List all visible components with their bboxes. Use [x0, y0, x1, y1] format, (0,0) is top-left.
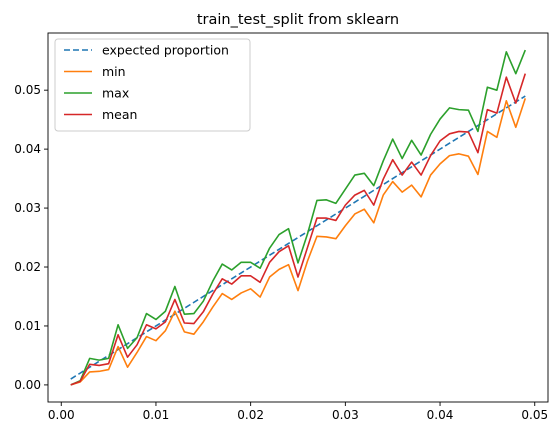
y-tick-label: 0.00 — [14, 378, 41, 392]
x-tick-label: 0.02 — [237, 408, 264, 422]
x-tick-label: 0.01 — [143, 408, 170, 422]
legend-label-mean: mean — [102, 107, 137, 122]
x-tick-label: 0.05 — [521, 408, 548, 422]
plot-area: 0.00 0.01 0.02 0.03 0.04 0.05 0.00 0.01 0.02 0.03… — [14, 32, 549, 422]
y-tick-label: 0.03 — [14, 201, 41, 215]
y-tick-label: 0.01 — [14, 319, 41, 333]
y-tick-label: 0.04 — [14, 142, 41, 156]
series-line-expected-proportion — [70, 95, 526, 380]
series-line-mean — [70, 73, 527, 386]
x-tick-label: 0.03 — [332, 408, 359, 422]
y-tick-label: 0.05 — [14, 83, 41, 97]
legend-label-max: max — [102, 86, 129, 101]
x-tick-label: 0.04 — [427, 408, 454, 422]
legend-label-expected-proportion: expected proportion — [102, 43, 229, 58]
chart-title: train_test_split from sklearn — [197, 12, 399, 28]
series-line-min — [70, 98, 527, 386]
y-tick-label: 0.02 — [14, 260, 41, 274]
legend: expected proportion min max mean — [54, 38, 251, 132]
series-line-max — [70, 49, 527, 386]
x-tick-label: 0.00 — [48, 408, 75, 422]
legend-box — [54, 38, 251, 132]
legend-label-min: min — [102, 64, 126, 79]
axes-frame — [47, 32, 549, 403]
